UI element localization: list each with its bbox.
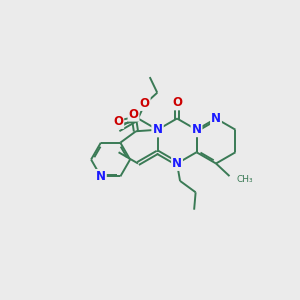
Text: N: N — [152, 123, 163, 136]
Text: N: N — [191, 123, 202, 136]
Text: N: N — [96, 170, 106, 183]
Text: O: O — [128, 108, 139, 121]
Text: O: O — [140, 97, 150, 110]
Text: N: N — [211, 112, 221, 125]
Text: O: O — [172, 96, 182, 110]
Text: N: N — [152, 123, 163, 136]
Text: CH₃: CH₃ — [236, 175, 253, 184]
Text: N: N — [172, 157, 182, 170]
Text: O: O — [113, 115, 123, 128]
